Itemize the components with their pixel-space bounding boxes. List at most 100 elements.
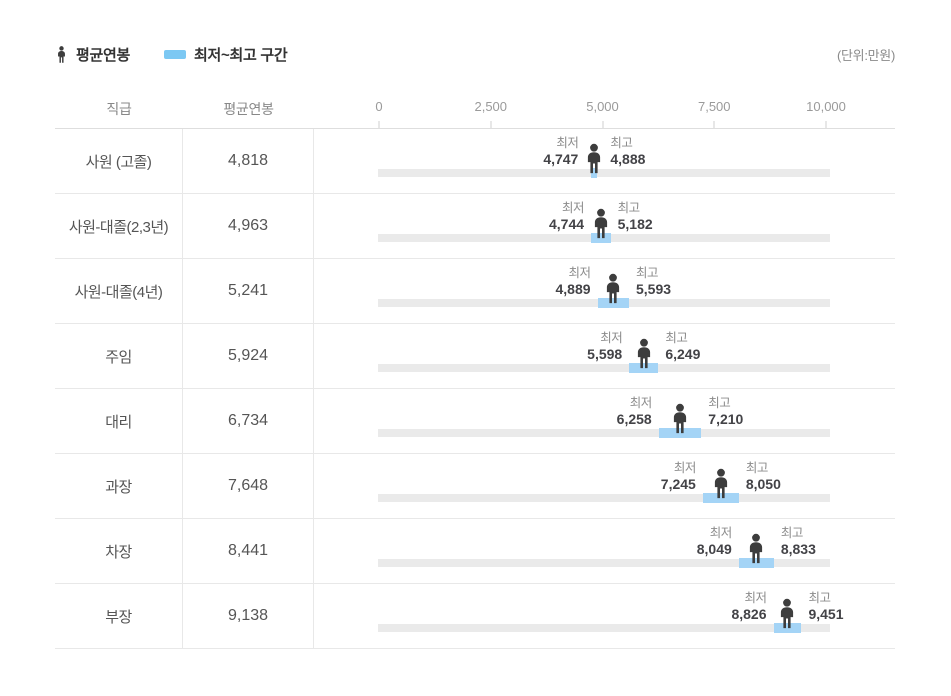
min-max-range-bar <box>658 428 702 438</box>
min-label-block: 최저 5,598 <box>502 330 623 363</box>
position-label: 부장 <box>105 608 132 626</box>
min-max-range-bar <box>591 233 611 243</box>
min-label-block: 최저 7,245 <box>576 460 697 493</box>
position-cell: 주임 <box>55 324 183 388</box>
table-body: 사원 (고졸) 4,818 최저 4,747 최고 4,888 사원-대졸(2,… <box>55 129 895 649</box>
position-cell: 과장 <box>55 454 183 518</box>
axis-tick-label: 5,000 <box>586 99 619 114</box>
salary-axis-track <box>378 364 830 372</box>
axis-tick-label: 0 <box>375 99 383 114</box>
table-row: 사원-대졸(4년) 5,241 최저 4,889 최고 5,593 <box>55 259 895 324</box>
chart-legend-bar: 평균연봉 최저~최고 구간 (단위:만원) <box>55 42 895 66</box>
position-cell: 사원-대졸(2,3년) <box>55 194 183 258</box>
max-title: 최고 <box>636 266 659 280</box>
min-label-block: 최저 8,049 <box>612 525 733 558</box>
person-icon <box>594 208 607 239</box>
person-icon <box>607 273 620 304</box>
position-cell: 부장 <box>55 584 183 648</box>
avg-salary-value: 7,648 <box>227 477 269 494</box>
position-label: 사원-대졸(2,3년) <box>68 218 169 236</box>
max-label-block: 최고 7,210 <box>708 395 828 428</box>
min-label-block: 최저 6,258 <box>532 395 653 428</box>
max-label-block: 최고 8,050 <box>746 460 866 493</box>
min-label-block: 최저 4,889 <box>471 265 591 298</box>
position-cell: 대리 <box>55 389 183 453</box>
min-label-block: 최저 8,826 <box>647 590 767 623</box>
axis-tick-label: 10,000 <box>806 99 846 114</box>
table-row: 차장 8,441 최저 8,049 최고 8,833 <box>55 519 895 584</box>
max-label-block: 최고 9,451 <box>808 590 928 623</box>
min-max-range-bar <box>738 558 774 568</box>
salary-axis-track <box>378 559 830 567</box>
table-row: 주임 5,924 최저 5,598 최고 6,249 <box>55 324 895 389</box>
position-cell: 차장 <box>55 519 183 583</box>
position-label: 대리 <box>105 413 132 431</box>
table-header-row: 직급 평균연봉 0 2,500 5,000 7,500 10,000 <box>55 90 895 129</box>
axis-tick-mark <box>713 121 715 128</box>
avg-salary-cell: 6,734 <box>183 389 314 453</box>
person-icon <box>58 45 65 63</box>
legend: 평균연봉 최저~최고 구간 <box>55 44 288 65</box>
axis-tick-mark <box>825 121 827 128</box>
min-value: 5,598 <box>587 346 623 362</box>
min-max-range-bar <box>702 493 739 503</box>
range-chart-cell: 최저 8,049 최고 8,833 <box>314 519 895 583</box>
salary-axis-track <box>378 494 830 502</box>
avg-salary-cell: 5,924 <box>183 324 314 388</box>
max-label-block: 최고 6,249 <box>665 330 785 363</box>
salary-axis-track <box>378 169 830 177</box>
axis-tick-label: 2,500 <box>474 99 508 114</box>
range-chart-cell: 최저 4,747 최고 4,888 <box>314 129 895 193</box>
person-icon <box>714 468 727 499</box>
max-title: 최고 <box>617 201 641 215</box>
max-title: 최고 <box>808 591 831 605</box>
unit-note: (단위:만원) <box>836 47 895 63</box>
axis-tick-label: 7,500 <box>697 99 731 114</box>
min-max-range-bar <box>629 363 659 373</box>
range-chart-cell: 최저 7,245 최고 8,050 <box>314 454 895 518</box>
max-label-block: 최고 4,888 <box>610 135 730 168</box>
salary-axis-track <box>378 624 830 632</box>
min-title: 최저 <box>629 396 653 410</box>
max-value: 8,050 <box>745 476 781 492</box>
min-value: 8,049 <box>696 541 732 557</box>
table-row: 사원-대졸(2,3년) 4,963 최저 4,744 최고 5,182 <box>55 194 895 259</box>
position-label: 사원 (고졸) <box>85 153 152 171</box>
position-cell: 사원-대졸(4년) <box>55 259 183 323</box>
avg-salary-value: 9,138 <box>227 607 269 624</box>
min-max-range-bar <box>773 623 802 633</box>
range-chart-cell: 최저 6,258 최고 7,210 <box>314 389 895 453</box>
min-value: 4,747 <box>543 151 579 167</box>
person-icon <box>781 598 794 629</box>
min-title: 최저 <box>600 331 623 345</box>
max-label-block: 최고 5,182 <box>618 200 738 233</box>
min-title: 최저 <box>709 526 733 540</box>
min-value: 6,258 <box>616 411 652 427</box>
max-value: 8,833 <box>780 541 816 557</box>
table-row: 부장 9,138 최저 8,826 최고 9,451 <box>55 584 895 649</box>
axis-tick-mark <box>490 121 492 128</box>
min-title: 최저 <box>673 461 697 475</box>
min-max-range-bar <box>591 168 598 178</box>
avg-salary-value: 5,241 <box>227 282 269 299</box>
max-value: 7,210 <box>708 411 744 427</box>
person-icon <box>750 533 763 564</box>
min-value: 4,744 <box>549 216 585 232</box>
max-value: 5,593 <box>636 281 672 297</box>
blue-range-swatch-icon <box>164 49 187 59</box>
max-title: 최고 <box>745 461 769 475</box>
header-position: 직급 <box>106 101 132 117</box>
max-value: 9,451 <box>808 606 844 622</box>
person-icon <box>588 143 601 174</box>
min-title: 최저 <box>556 136 579 150</box>
position-label: 과장 <box>105 478 132 496</box>
max-value: 4,888 <box>610 151 646 167</box>
min-title: 최저 <box>562 201 585 215</box>
avg-salary-value: 4,818 <box>227 152 269 169</box>
position-cell: 사원 (고졸) <box>55 129 183 193</box>
max-title: 최고 <box>665 331 688 345</box>
axis-tick-mark <box>378 121 380 128</box>
avg-salary-cell: 9,138 <box>183 584 314 648</box>
min-title: 최저 <box>744 591 768 605</box>
